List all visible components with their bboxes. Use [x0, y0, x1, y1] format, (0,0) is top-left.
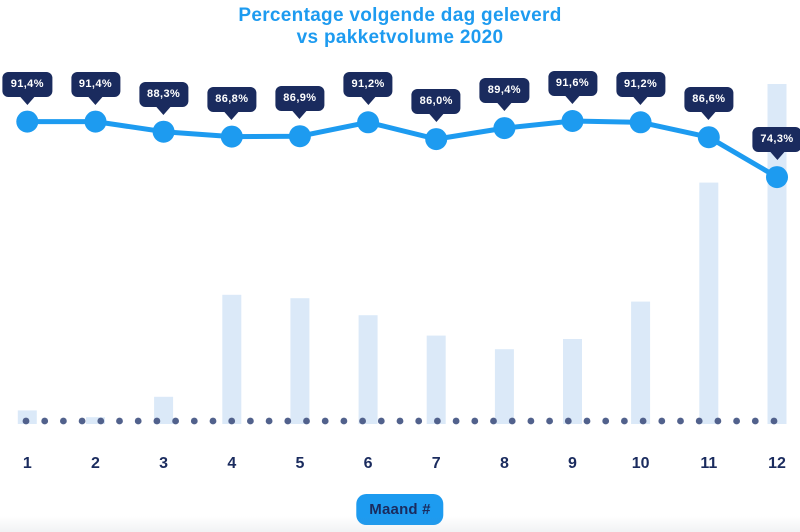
- value-badge: 86,6%: [684, 87, 734, 113]
- baseline-dot: [209, 417, 217, 425]
- baseline-dot: [265, 417, 273, 425]
- x-tick-label: 2: [91, 455, 100, 472]
- volume-bar: [426, 335, 446, 424]
- baseline-dot: [247, 417, 254, 425]
- baseline-dot: [452, 417, 460, 425]
- x-tick-label: 9: [568, 455, 577, 472]
- value-badge: 86,9%: [275, 86, 325, 112]
- x-axis-label-pill: Maand #: [356, 494, 444, 525]
- baseline-dot: [639, 417, 647, 425]
- value-badge: 91,4%: [70, 71, 121, 97]
- x-tick-label: 7: [431, 455, 441, 472]
- baseline-dot: [228, 417, 236, 425]
- baseline-dot: [583, 417, 591, 425]
- volume-bar: [494, 349, 514, 424]
- baseline-dot: [340, 417, 348, 425]
- volume-bar: [154, 396, 174, 424]
- volume-bar: [222, 294, 242, 424]
- data-point-marker: [425, 128, 448, 151]
- baseline-dot: [471, 417, 479, 425]
- baseline-dot: [564, 417, 572, 425]
- volume-bar: [699, 182, 719, 424]
- baseline-dot: [78, 417, 86, 425]
- value-badge: 86,8%: [207, 86, 257, 112]
- data-point-marker: [493, 117, 516, 140]
- value-badge: 91,6%: [547, 71, 598, 96]
- baseline-dot: [284, 417, 292, 425]
- x-tick-label: 12: [768, 455, 786, 472]
- x-tick-label: 4: [227, 455, 237, 472]
- value-badge: 74,3%: [752, 127, 800, 153]
- data-point-marker: [629, 111, 652, 134]
- baseline-dot: [434, 417, 441, 425]
- baseline-dot: [602, 417, 610, 425]
- baseline-dot: [321, 417, 329, 425]
- chart-title-line-2: vs pakketvolume 2020: [296, 27, 504, 48]
- baseline-dot: [621, 417, 628, 425]
- data-point-marker: [697, 126, 720, 149]
- baseline-dot: [508, 417, 516, 425]
- x-tick-label: 8: [499, 455, 509, 472]
- baseline-dot: [733, 417, 740, 425]
- data-point-marker: [84, 110, 107, 133]
- dotted-baseline: [22, 417, 778, 425]
- value-badge: 91,2%: [615, 72, 666, 98]
- volume-bar: [86, 417, 105, 424]
- data-point-marker: [16, 110, 39, 133]
- baseline-dot: [396, 417, 404, 425]
- x-tick-label: 10: [631, 455, 650, 472]
- data-point-marker: [766, 166, 788, 189]
- data-point-marker: [561, 110, 584, 132]
- x-tick-label: 3: [159, 455, 169, 472]
- value-badge: 89,4%: [479, 78, 529, 104]
- baseline-dot: [658, 417, 666, 425]
- x-tick-label: 5: [295, 455, 305, 472]
- volume-bar: [17, 410, 37, 424]
- baseline-dot: [116, 417, 123, 425]
- x-tick-label: 11: [700, 455, 718, 472]
- value-badge: 86,0%: [411, 89, 461, 115]
- data-point-marker: [152, 120, 175, 143]
- volume-bar: [563, 339, 582, 424]
- baseline-dot: [134, 417, 142, 425]
- baseline-dot: [41, 417, 49, 425]
- baseline-dot: [22, 417, 30, 425]
- baseline-dot: [695, 417, 703, 425]
- baseline-dot: [190, 417, 198, 425]
- baseline-dot: [377, 417, 385, 425]
- baseline-dot: [527, 417, 535, 425]
- baseline-dot: [546, 417, 553, 425]
- volume-bar: [631, 301, 651, 424]
- baseline-dot: [490, 417, 497, 425]
- baseline-dot: [770, 417, 778, 425]
- baseline-dot: [60, 417, 67, 425]
- baseline-dot: [153, 417, 161, 425]
- delivery-line: [24, 118, 780, 180]
- chart-title-line-1: Percentage volgende dag geleverd: [238, 5, 562, 26]
- volume-bars-layer: [17, 84, 787, 424]
- baseline-dot: [303, 417, 310, 425]
- value-badge: 91,4%: [2, 71, 52, 97]
- baseline-dot: [172, 417, 180, 425]
- chart-title: Percentage volgende dag geleverd vs pakk…: [0, 5, 800, 49]
- data-point-marker: [357, 111, 380, 134]
- x-tick-label: 6: [363, 455, 373, 472]
- baseline-dot: [97, 417, 105, 425]
- baseline-dot: [714, 417, 722, 425]
- data-point-marker: [220, 125, 243, 148]
- baseline-dot: [677, 417, 684, 425]
- delivery-percentage-line: [16, 110, 788, 189]
- value-badge: 91,2%: [343, 72, 393, 98]
- x-tick-label: 1: [22, 455, 32, 472]
- data-point-marker: [288, 125, 311, 148]
- value-badge: 88,3%: [138, 81, 189, 107]
- baseline-dot: [751, 417, 759, 425]
- volume-bar: [358, 315, 378, 424]
- baseline-dot: [415, 417, 423, 425]
- baseline-dot: [359, 417, 366, 425]
- volume-bar: [290, 298, 310, 424]
